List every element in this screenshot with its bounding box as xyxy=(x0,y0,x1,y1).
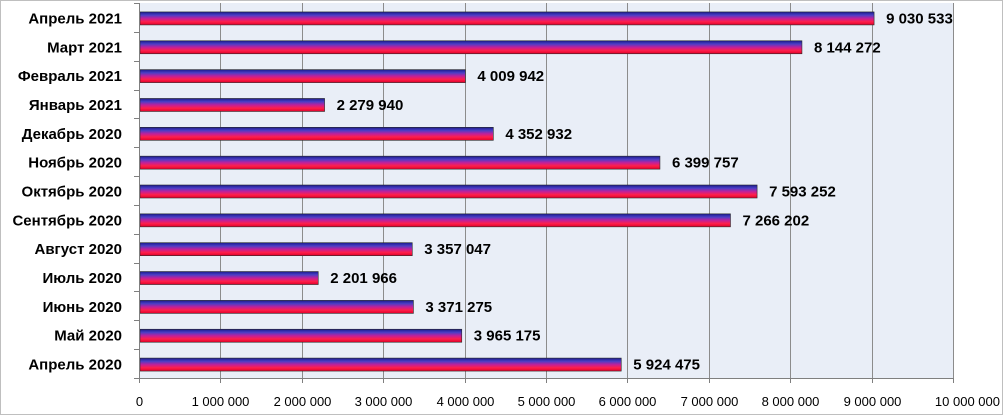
category-label: Март 2021 xyxy=(47,39,122,56)
bar xyxy=(139,300,414,314)
x-tick-label: 10 000 000 xyxy=(935,394,1000,409)
category-label: Апрель 2020 xyxy=(28,357,122,374)
axes xyxy=(134,3,954,383)
x-tick-label: 6 000 000 xyxy=(599,394,657,409)
x-tick-label: 2 000 000 xyxy=(274,394,332,409)
data-label: 7 593 252 xyxy=(769,184,836,201)
category-label: Январь 2021 xyxy=(29,97,122,114)
category-label: Ноябрь 2020 xyxy=(28,155,122,172)
data-label: 3 371 275 xyxy=(425,299,492,316)
bar xyxy=(139,127,494,141)
bar xyxy=(139,271,319,285)
bar xyxy=(139,184,758,199)
bar xyxy=(139,69,466,83)
category-label: Май 2020 xyxy=(54,328,122,345)
bar xyxy=(139,328,463,343)
bar xyxy=(139,155,661,170)
data-label: 3 357 047 xyxy=(424,241,491,258)
bar xyxy=(139,40,803,55)
bar xyxy=(139,242,413,256)
category-label: Октябрь 2020 xyxy=(22,184,122,201)
data-label: 4 009 942 xyxy=(477,68,544,85)
bar xyxy=(139,11,875,26)
x-tick-label: 1 000 000 xyxy=(192,394,250,409)
category-label: Июль 2020 xyxy=(42,270,122,287)
x-tick-label: 8 000 000 xyxy=(762,394,820,409)
data-label: 2 279 940 xyxy=(337,97,404,114)
category-label: Июнь 2020 xyxy=(43,299,122,316)
data-label: 7 266 202 xyxy=(742,212,809,229)
bar xyxy=(139,98,325,112)
data-label: 4 352 932 xyxy=(505,126,572,143)
data-label: 8 144 272 xyxy=(814,39,881,56)
category-label: Февраль 2021 xyxy=(18,68,122,85)
data-label: 6 399 757 xyxy=(672,155,739,172)
category-label: Декабрь 2020 xyxy=(22,126,122,143)
x-tick-label: 4 000 000 xyxy=(437,394,495,409)
data-label: 9 030 533 xyxy=(886,10,953,27)
data-label: 2 201 966 xyxy=(330,270,397,287)
x-tick-label: 7 000 000 xyxy=(681,394,739,409)
bar xyxy=(139,357,622,372)
category-label: Сентябрь 2020 xyxy=(12,212,122,229)
category-label: Апрель 2021 xyxy=(28,10,122,27)
category-labels: Апрель 2021 Март 2021 Февраль 2021 Январь 2… xyxy=(12,10,122,373)
value-labels: 9 030 533 8 144 272 4 009 942 2 279 940 4 35… xyxy=(330,10,953,373)
data-label: 5 924 475 xyxy=(633,357,700,374)
x-tick-label: 9 000 000 xyxy=(844,394,902,409)
x-tick-label: 3 000 000 xyxy=(355,394,413,409)
category-label: Август 2020 xyxy=(35,241,123,258)
x-tick-label: 5 000 000 xyxy=(518,394,576,409)
data-label: 3 965 175 xyxy=(474,328,541,345)
x-tick-labels: 0 1 000 000 2 000 000 3 000 000 4 000 000 5 0… xyxy=(136,394,1000,409)
x-tick-label: 0 xyxy=(136,394,143,409)
bars xyxy=(139,11,875,372)
bar xyxy=(139,213,731,228)
